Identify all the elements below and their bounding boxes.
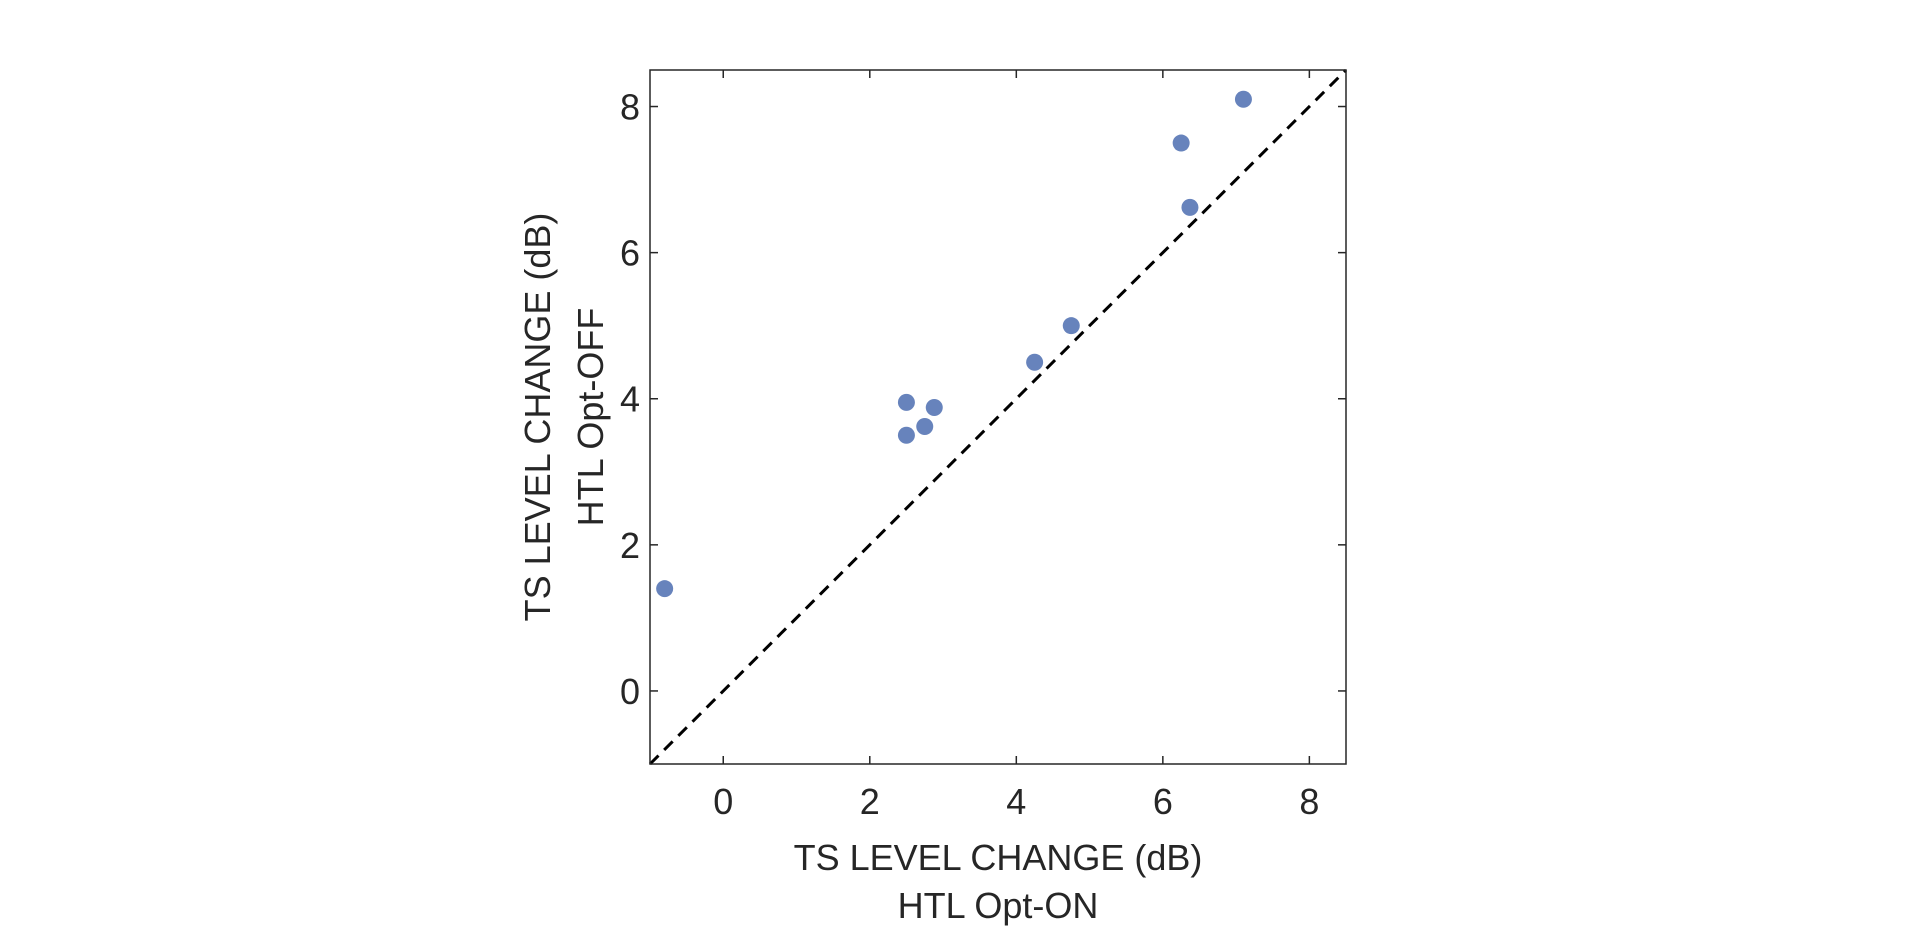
axis-ticks — [650, 70, 1346, 764]
y-tick-label: 6 — [620, 233, 640, 274]
x-tick-label: 0 — [713, 781, 733, 822]
y-tick-label: 8 — [620, 87, 640, 128]
y-axis-label-line2: HTL Opt-OFF — [570, 308, 611, 527]
y-tick-label: 0 — [620, 671, 640, 712]
x-tick-label: 2 — [860, 781, 880, 822]
data-point — [1026, 353, 1044, 371]
data-point — [1181, 198, 1199, 216]
plot-frame — [649, 69, 1347, 765]
y-tick-labels: 0 2 4 6 8 — [620, 87, 640, 712]
x-tick-label: 8 — [1299, 781, 1319, 822]
data-point — [1062, 317, 1080, 335]
x-tick-label: 6 — [1153, 781, 1173, 822]
y-tick-label: 2 — [620, 525, 640, 566]
x-tick-label: 4 — [1006, 781, 1026, 822]
data-points — [656, 90, 1252, 598]
data-point — [1172, 134, 1190, 152]
x-axis-label-line1: TS LEVEL CHANGE (dB) — [794, 837, 1203, 878]
data-point — [925, 399, 943, 417]
data-point — [656, 580, 674, 598]
data-point — [897, 426, 915, 444]
y-tick-label: 4 — [620, 379, 640, 420]
identity-reference-line — [648, 68, 1348, 766]
x-tick-labels: 0 2 4 6 8 — [713, 781, 1319, 822]
y-axis-label-line1: TS LEVEL CHANGE (dB) — [517, 213, 558, 622]
x-axis-label-line2: HTL Opt-ON — [898, 885, 1099, 926]
data-point — [1234, 90, 1252, 108]
data-point — [916, 417, 934, 435]
data-point — [897, 393, 915, 411]
